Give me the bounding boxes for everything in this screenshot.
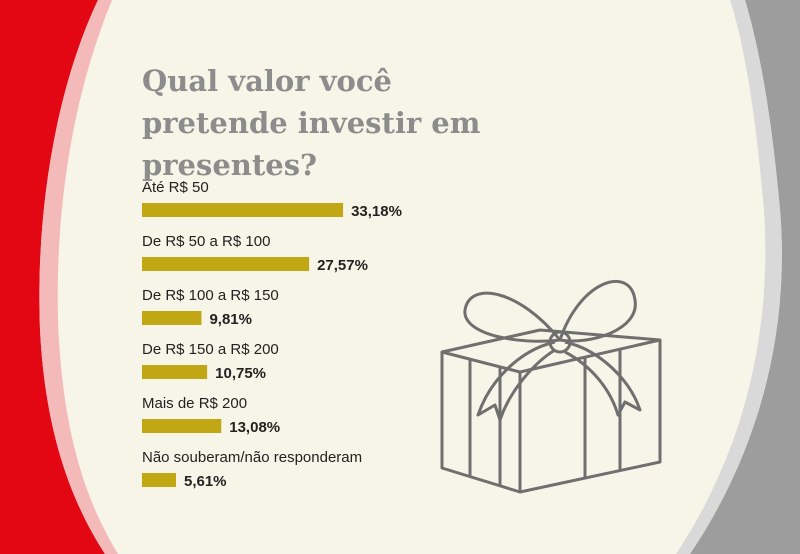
category-label: Até R$ 50 (142, 179, 209, 196)
gray-swoosh (690, 0, 800, 554)
category-label: De R$ 150 a R$ 200 (142, 341, 279, 358)
bar (142, 203, 344, 217)
value-label: 5,61% (184, 473, 227, 490)
category-label: Mais de R$ 200 (142, 395, 247, 412)
red-swoosh (0, 0, 105, 554)
gift-icon (440, 280, 662, 494)
value-label: 27,57% (317, 257, 368, 274)
gray-swoosh-light (676, 0, 782, 554)
value-label: 13,08% (229, 419, 280, 436)
bar (142, 365, 208, 379)
value-label: 9,81% (209, 311, 252, 328)
category-label: De R$ 100 a R$ 150 (142, 287, 279, 304)
bar (142, 473, 176, 487)
chart-title: Qual valor você pretende investir em pre… (142, 64, 481, 182)
bar (142, 419, 222, 433)
category-label: Não souberam/não responderam (142, 449, 362, 466)
red-swoosh-highlight (39, 0, 119, 554)
category-label: De R$ 50 a R$ 100 (142, 233, 270, 250)
bar (142, 257, 310, 271)
bar (142, 311, 202, 325)
value-label: 10,75% (215, 365, 266, 382)
value-label: 33,18% (351, 203, 402, 220)
